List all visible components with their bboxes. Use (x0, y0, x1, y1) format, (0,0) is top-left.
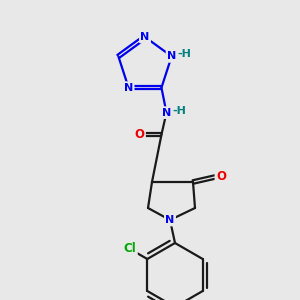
Text: N: N (165, 215, 175, 225)
Text: -H: -H (178, 49, 192, 59)
Text: N: N (167, 51, 176, 61)
Text: -H: -H (172, 106, 186, 116)
Text: N: N (140, 32, 150, 42)
Text: O: O (134, 128, 145, 141)
Text: N: N (124, 83, 133, 93)
Text: O: O (216, 170, 226, 184)
Text: N: N (162, 108, 171, 118)
Text: Cl: Cl (124, 242, 136, 256)
